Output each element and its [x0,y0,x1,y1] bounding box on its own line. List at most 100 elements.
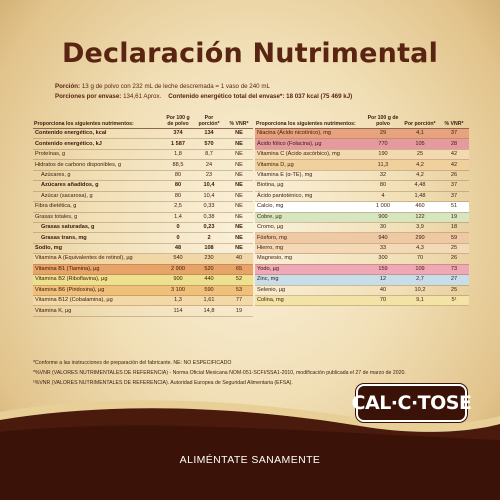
value-portion: 24 [193,159,225,171]
value-per100: 2,5 [163,201,193,213]
value-portion: 440 [193,274,225,286]
value-vnr: 19 [439,212,469,223]
nutrient-row: Vitamina E (α-TE), mg 32 4,2 26 [255,170,469,182]
nutrient-name: Zinc, mg [255,274,365,286]
value-vnr: 73 [439,264,469,276]
value-portion: 1,61 [193,295,225,307]
nutrient-name: Cobre, µg [255,212,365,223]
value-vnr: 19 [225,305,253,317]
header-portion: Por porción* [193,115,225,129]
value-vnr: 53 [225,285,253,297]
nutrient-row: Vitamina B6 (Piridoxina), µg 3 100 590 53 [33,285,253,297]
nutrient-name: Selenio, µg [255,285,365,297]
value-vnr: 42 [439,159,469,171]
page-title: Declaración Nutrimental [61,38,439,69]
value-vnr: NE [225,212,253,223]
footnote-3: ¹%VNR (VALORES NUTRIMENTALES DE REFERENC… [33,380,293,386]
value-vnr: NE [225,138,253,150]
nutrient-row: Vitamina D, µg 11,3 4,2 42 [255,159,469,171]
value-portion: 70 [401,253,439,265]
nutrient-name: Cromo, µg [255,222,365,234]
nutrient-name: Grasas saturadas, g [33,222,163,234]
energy-label: Contenido energético total del envase*: [168,93,285,100]
nutrient-name: Calcio, mg [255,201,365,213]
value-per100: 114 [163,305,193,317]
value-vnr: NE [225,222,253,234]
value-vnr: 26 [439,253,469,265]
nutrient-row: Contenido energético, kJ 1 587 570 NE [33,138,253,150]
value-per100: 159 [365,264,401,276]
nutrient-row: Vitamina K, µg 114 14,8 19 [33,305,253,317]
nutrient-row: Grasas trans, mg 0 2 NE [33,232,253,244]
nutrient-name: Vitamina D, µg [255,159,365,171]
value-portion: 122 [401,212,439,223]
value-portion: 14,8 [193,305,225,317]
value-portion: 290 [401,232,439,244]
value-portion: 230 [193,253,225,265]
value-vnr: 59 [439,232,469,244]
portions-info: Porciones por envase: 134,61 Aprox. Cont… [55,93,352,100]
value-vnr: NE [225,149,253,161]
nutrient-row: Vitamina B12 (Cobalamina), µg 1,3 1,61 77 [33,295,253,307]
value-portion: 105 [401,138,439,150]
value-per100: 29 [365,128,401,140]
value-per100: 4 [365,191,401,203]
value-per100: 940 [365,232,401,244]
value-portion: 23 [193,170,225,182]
nutrient-name: Fósforo, mg [255,232,365,244]
value-portion: 10,2 [401,285,439,297]
value-portion: 109 [401,264,439,276]
nutrient-name: Vitamina B6 (Piridoxina), µg [33,285,163,297]
value-per100: 80 [365,180,401,192]
value-per100: 1 587 [163,138,193,150]
nutrient-name: Grasas trans, mg [33,232,163,244]
value-vnr: 27 [439,274,469,286]
value-portion: 8,7 [193,149,225,161]
value-portion: 4,2 [401,170,439,182]
nutrient-row: Magnesio, mg 300 70 26 [255,253,469,265]
energy-text: 18 037 kcal (75 469 kJ) [286,93,353,100]
nutrient-name: Grasas totales, g [33,212,163,223]
header-vnr: % VNR* [225,115,253,129]
nutrient-row: Azúcar (sacarosa), g 80 10,4 NE [33,191,253,203]
nutrient-name: Vitamina E (α-TE), mg [255,170,365,182]
value-portion: 25 [401,149,439,161]
nutrient-row: Vitamina C (Ácido ascórbico), mg 190 25 42 [255,149,469,161]
nutrient-row: Vitamina A (Equivalentes de retinol), µg… [33,253,253,265]
nutrient-row: Calcio, mg 1 000 460 51 [255,201,469,213]
nutrient-row: Fibra dietética, g 2,5 0,33 NE [33,201,253,213]
value-vnr: 51 [439,201,469,213]
nutrient-name: Fibra dietética, g [33,201,163,213]
nutrient-row: Sodio, mg 48 108 NE [33,243,253,255]
table-header-row: Proporciona los siguientes nutrimentos: … [255,115,469,129]
value-per100: 40 [365,285,401,297]
value-per100: 770 [365,138,401,150]
portions-text: 134,61 Aprox. [123,93,162,100]
nutrient-name: Proteínas, g [33,149,163,161]
nutrient-row: Azúcares añadidos, g 80 10,4 NE [33,180,253,192]
nutrient-name: Vitamina B1 (Tiamina), µg [33,264,163,276]
value-vnr: 65 [225,264,253,276]
nutrient-name: Biotina, µg [255,180,365,192]
nutrient-row: Contenido energético, kcal 374 134 NE [33,128,253,140]
value-per100: 1,4 [163,212,193,223]
nutrient-name: Vitamina K, µg [33,305,163,317]
nutrient-name: Vitamina B2 (Riboflavina), µg [33,274,163,286]
portions-label: Porciones por envase: [55,93,122,100]
value-per100: 12 [365,274,401,286]
value-portion: 108 [193,243,225,255]
value-portion: 570 [193,138,225,150]
calctose-logo: CAL·C·TOSE [352,386,472,420]
nutrient-name: Sodio, mg [33,243,163,255]
value-per100: 80 [163,170,193,182]
portion-text: 13 g de polvo con 232 mL de leche descre… [81,83,270,90]
value-portion: 0,23 [193,222,225,234]
header-per100: Por 100 g de polvo [163,115,193,129]
value-vnr: 5¹ [439,295,469,307]
nutrient-name: Azúcares añadidos, g [33,180,163,192]
nutrient-name: Contenido energético, kJ [33,138,163,150]
footnote-2: *%VNR (VALORES NUTRIMENTALES DE REFERENC… [33,370,406,376]
nutrient-row: Selenio, µg 40 10,2 25 [255,285,469,297]
